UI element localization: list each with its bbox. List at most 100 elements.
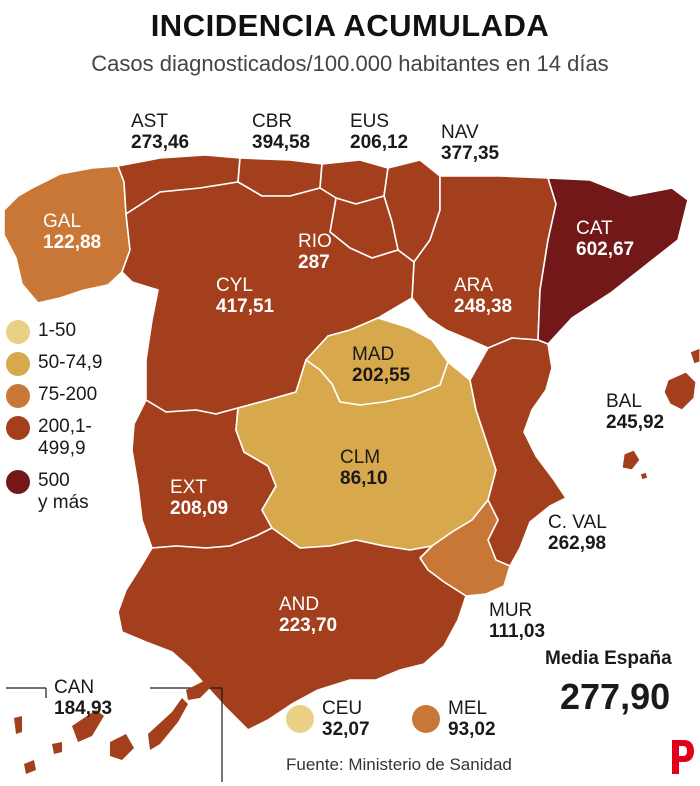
label-mel: MEL 93,02 — [448, 698, 496, 740]
label-ast-code: AST — [131, 111, 168, 132]
label-eus: EUS 206,12 — [350, 111, 408, 153]
label-bal-value: 245,92 — [606, 412, 665, 433]
legend-label-line1: 500 — [38, 470, 70, 491]
region-gal — [3, 165, 131, 304]
label-and-code: AND — [279, 594, 320, 615]
label-ext-value: 208,09 — [170, 498, 229, 519]
island-gran-canaria — [110, 734, 134, 760]
label-mad-code: MAD — [352, 344, 395, 365]
label-cat-value: 602,67 — [576, 239, 635, 260]
legend-item: 200,1- 499,9 — [6, 416, 102, 470]
legend-dot — [6, 352, 30, 376]
region-cat — [537, 177, 689, 345]
label-mel-code: MEL — [448, 698, 488, 719]
label-eus-value: 206,12 — [350, 132, 409, 153]
label-ara-value: 248,38 — [454, 296, 513, 317]
label-cyl-code: CYL — [216, 275, 253, 296]
region-and — [117, 527, 467, 731]
baleares-islands — [621, 347, 700, 481]
label-gal: GAL 122,88 — [43, 211, 101, 253]
label-eus-code: EUS — [350, 111, 390, 132]
label-mel-value: 93,02 — [448, 719, 496, 740]
label-cval-code: C. VAL — [548, 512, 607, 533]
label-ceu-value: 32,07 — [322, 719, 370, 740]
label-rio: RIO 287 — [298, 231, 332, 273]
label-cat-code: CAT — [576, 218, 613, 239]
label-nav-code: NAV — [441, 122, 479, 143]
legend: 1-50 50-74,9 75-200 200,1- 499,9 500 y m… — [6, 320, 102, 524]
label-bal-code: BAL — [606, 391, 642, 412]
publisher-logo — [672, 740, 694, 774]
label-nav: NAV 377,35 — [441, 122, 499, 164]
label-clm-value: 86,10 — [340, 468, 388, 489]
legend-label-line1: 200,1- — [38, 416, 92, 437]
label-mad: MAD 202,55 — [352, 344, 410, 386]
label-cat: CAT 602,67 — [576, 218, 634, 260]
ceuta-dot — [286, 705, 314, 733]
label-ext: EXT 208,09 — [170, 477, 228, 519]
legend-label: 1-50 — [38, 320, 77, 341]
map-subtitle: Casos diagnosticados/100.000 habitantes … — [91, 51, 609, 76]
legend-label: 50-74,9 — [38, 352, 103, 373]
island-lanzarote — [186, 680, 212, 700]
label-mur-value: 111,03 — [489, 621, 546, 642]
label-bal: BAL 245,92 — [606, 391, 664, 433]
island-formentera — [639, 471, 649, 481]
label-rio-value: 287 — [298, 252, 330, 273]
island-tenerife — [72, 710, 104, 742]
label-and-value: 223,70 — [279, 615, 338, 636]
legend-item: 50-74,9 — [6, 352, 102, 384]
region-cval — [469, 337, 567, 567]
island-ibiza — [621, 449, 641, 471]
island-la-gomera — [52, 742, 62, 754]
label-ceu: CEU 32,07 — [322, 698, 370, 740]
label-gal-value: 122,88 — [43, 232, 102, 253]
label-cbr-value: 394,58 — [252, 132, 311, 153]
label-and: AND 223,70 — [279, 594, 337, 636]
island-fuerteventura — [148, 698, 188, 750]
legend-item: 1-50 — [6, 320, 102, 352]
label-can-value: 184,93 — [54, 698, 113, 719]
label-mur: MUR 111,03 — [489, 600, 545, 642]
label-cyl-value: 417,51 — [216, 296, 275, 317]
label-cbr-code: CBR — [252, 111, 293, 132]
label-can-code: CAN — [54, 677, 95, 698]
label-cval: C. VAL 262,98 — [548, 512, 607, 554]
legend-dot — [6, 384, 30, 408]
legend-dot — [6, 470, 30, 494]
label-clm-code: CLM — [340, 447, 381, 468]
label-ast-value: 273,46 — [131, 132, 190, 153]
canarias-inset — [6, 680, 223, 782]
label-ast: AST 273,46 — [131, 111, 189, 153]
label-ara-code: ARA — [454, 275, 494, 296]
label-clm: CLM 86,10 — [340, 447, 388, 489]
island-mallorca — [663, 371, 697, 411]
legend-label: 75-200 — [38, 384, 98, 405]
label-gal-code: GAL — [43, 211, 82, 232]
melilla-item: MEL 93,02 — [412, 698, 496, 740]
label-cbr: CBR 394,58 — [252, 111, 310, 153]
legend-dot — [6, 416, 30, 440]
label-can: CAN 184,93 — [54, 677, 112, 719]
legend-item: 75-200 — [6, 384, 102, 416]
label-ext-code: EXT — [170, 477, 207, 498]
island-la-palma — [14, 716, 22, 734]
label-cyl: CYL 417,51 — [216, 275, 274, 317]
label-mad-value: 202,55 — [352, 365, 411, 386]
map-title: INCIDENCIA ACUMULADA — [150, 8, 550, 43]
island-menorca — [689, 347, 700, 365]
label-ara: ARA 248,38 — [454, 275, 512, 317]
label-rio-code: RIO — [298, 231, 332, 252]
label-ceu-code: CEU — [322, 698, 363, 719]
label-nav-value: 377,35 — [441, 143, 500, 164]
legend-item: 500 y más — [6, 470, 102, 524]
melilla-dot — [412, 705, 440, 733]
legend-label: 500 y más — [38, 470, 89, 514]
island-el-hierro — [24, 760, 36, 774]
legend-label-line2: 499,9 — [38, 438, 86, 459]
legend-label: 200,1- 499,9 — [38, 416, 92, 460]
source-text: Fuente: Ministerio de Sanidad — [286, 755, 512, 774]
ceuta-item: CEU 32,07 — [286, 698, 370, 740]
legend-label-line2: y más — [38, 492, 89, 513]
